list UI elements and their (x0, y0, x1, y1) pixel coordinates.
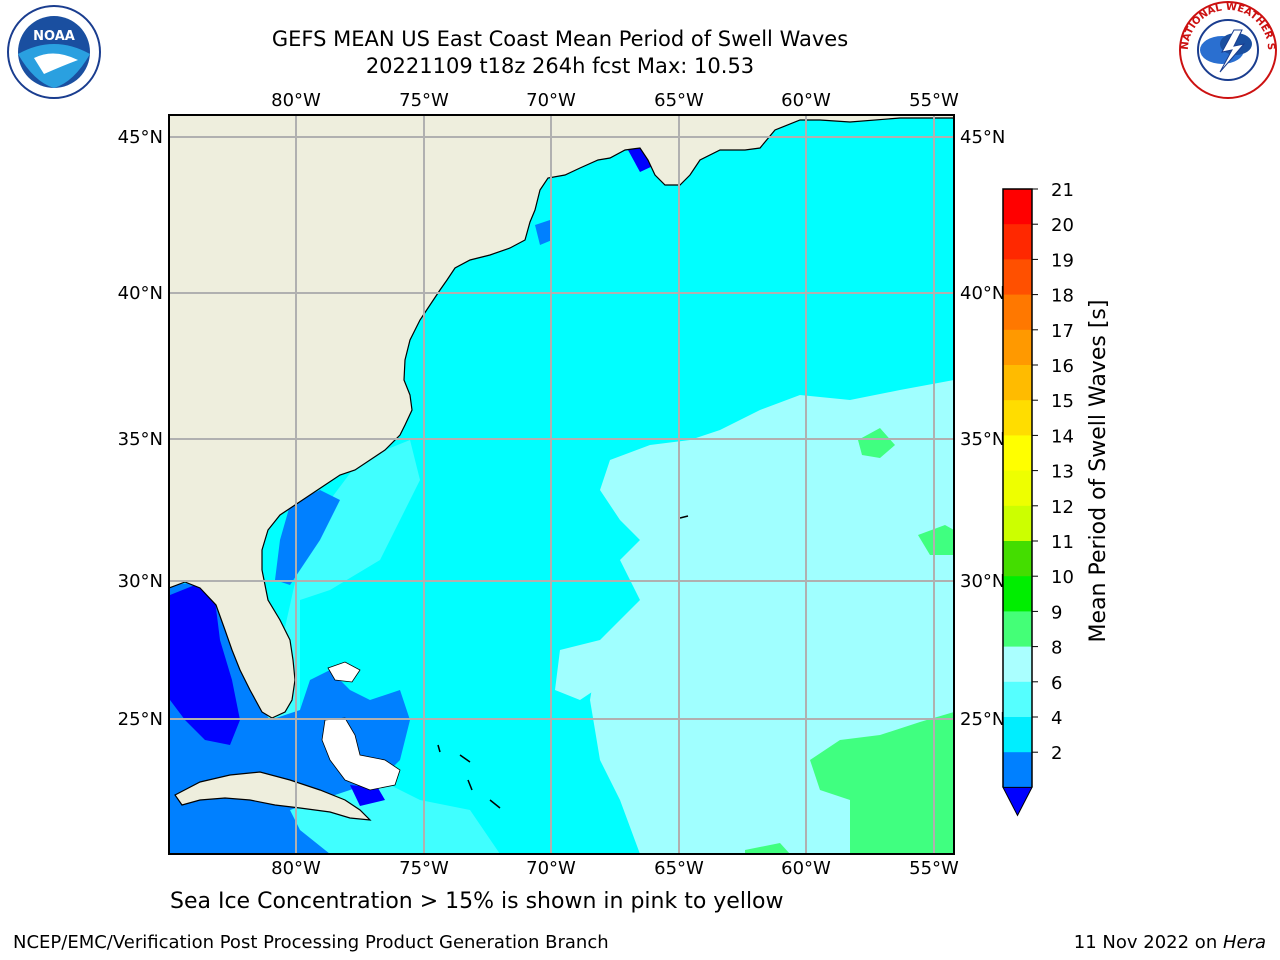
swell-zone-9-10 (810, 712, 954, 854)
lat-label: 40°N (118, 283, 163, 304)
footer-credit: NCEP/EMC/Verification Post Processing Pr… (13, 932, 609, 953)
swell-patch-9-10 (918, 525, 954, 555)
map-frame (168, 114, 955, 855)
lat-label: 35°N (960, 429, 1005, 450)
swell-patch-8-9 (555, 640, 610, 700)
chart-title: GEFS MEAN US East Coast Mean Period of S… (271, 27, 849, 51)
colorbar-tick-label: 18 (1051, 286, 1074, 307)
lat-label: 45°N (118, 127, 163, 148)
noaa-logo: NOAA (7, 5, 101, 99)
colorbar-segment (1003, 681, 1032, 718)
colorbar-tick-label: 11 (1051, 532, 1074, 553)
colorbar-segment (1003, 541, 1032, 577)
lon-label: 65°W (654, 858, 704, 879)
colorbar-segment (1003, 470, 1032, 507)
colorbar-segment (1003, 576, 1032, 612)
lon-label: 75°W (399, 90, 449, 111)
colorbar-segment (1003, 611, 1032, 648)
colorbar-segment (1003, 294, 1032, 331)
colorbar-tick-label: 13 (1051, 462, 1074, 483)
colorbar-tick-label: 21 (1051, 180, 1074, 201)
map-area (169, 115, 954, 854)
land-bahamas (327, 661, 361, 683)
colorbar-tick-label: 6 (1051, 673, 1062, 694)
colorbar-segment (1003, 259, 1032, 296)
swell-zone-2-4 (535, 220, 552, 245)
lon-label: 55°W (909, 858, 959, 879)
lon-label: 55°W (909, 90, 959, 111)
lon-label: 70°W (526, 90, 576, 111)
colorbar-segment (1003, 752, 1032, 788)
colorbar-segment (1003, 435, 1032, 472)
swell-patch-9-10 (745, 843, 790, 854)
swell-zone-2-4 (275, 490, 340, 585)
colorbar-tick-label: 9 (1051, 602, 1062, 623)
swell-zone-lt2 (170, 585, 240, 745)
lon-labels-bottom: 80°W 75°W 70°W 65°W 60°W 55°W (271, 858, 959, 879)
colorbar-tick-label: 19 (1051, 250, 1074, 271)
lon-label: 80°W (271, 90, 321, 111)
lat-label: 25°N (118, 709, 163, 730)
colorbar-tick-label: 17 (1051, 321, 1074, 342)
colorbar-tick-label: 20 (1051, 215, 1074, 236)
lon-label: 65°W (654, 90, 704, 111)
colorbar-tick-label: 10 (1051, 567, 1074, 588)
lat-label: 45°N (960, 127, 1005, 148)
colorbar-tick-label: 15 (1051, 391, 1074, 412)
colorbar-segment (1003, 400, 1032, 436)
land-bahamas (321, 717, 401, 791)
colorbar-frame (1002, 188, 1033, 788)
lat-label: 30°N (118, 571, 163, 592)
colorbar-label: Mean Period of Swell Waves [s] (1086, 300, 1111, 643)
sea-ice-caption: Sea Ice Concentration > 15% is shown in … (170, 889, 784, 914)
colorbar-tick-label: 12 (1051, 497, 1074, 518)
colorbar-segment (1003, 224, 1032, 260)
lat-labels-right: 45°N 40°N 35°N 30°N 25°N (960, 127, 1005, 730)
lat-label: 35°N (118, 429, 163, 450)
colorbar-segment (1003, 505, 1032, 542)
lat-label: 40°N (960, 283, 1005, 304)
colorbar-segment (1003, 329, 1032, 366)
land-cuba (174, 771, 372, 821)
colorbar-segment (1003, 189, 1032, 225)
lon-label: 70°W (526, 858, 576, 879)
lon-label: 60°W (781, 858, 831, 879)
colorbar-segment (1003, 646, 1032, 683)
footer-machine: Hera (1222, 932, 1266, 953)
nws-logo: NATIONAL WEATHER SERVICE (1176, 0, 1277, 99)
footer-date: 11 Nov 2022 on Hera (1074, 932, 1266, 953)
lat-label: 30°N (960, 571, 1005, 592)
lon-labels-top: 80°W 75°W 70°W 65°W 60°W 55°W (271, 90, 959, 111)
island (437, 515, 689, 809)
lon-label: 75°W (399, 858, 449, 879)
colorbar-tick-label: 4 (1051, 708, 1062, 729)
colorbar-tick-label: 16 (1051, 356, 1074, 377)
colorbar-tick-label: 2 (1051, 743, 1062, 764)
svg-text:NOAA: NOAA (33, 29, 75, 44)
lat-label: 25°N (960, 709, 1005, 730)
swell-zone-lt2 (350, 785, 385, 806)
lon-label: 80°W (271, 858, 321, 879)
colorbar-tick-label: 14 (1051, 426, 1074, 447)
colorbar-segment (1003, 717, 1032, 753)
swell-zone-8-9 (590, 380, 954, 854)
lat-labels-left: 45°N 40°N 35°N 30°N 25°N (118, 127, 163, 730)
gridlines (169, 115, 954, 854)
lon-label: 60°W (781, 90, 831, 111)
colorbar-tick-label: 8 (1051, 638, 1062, 659)
colorbar: 21 20 19 18 17 16 15 14 13 12 11 10 9 8 6 4 2 (1002, 180, 1074, 817)
colorbar-segment (1003, 365, 1032, 401)
chart-subtitle: 20221109 t18z 264h fcst Max: 10.53 (365, 54, 755, 78)
footer-date-text: 11 Nov 2022 on (1073, 932, 1223, 953)
swell-patch-9-10 (858, 428, 895, 458)
land-north-america (169, 115, 954, 719)
colorbar-underflow (1002, 786, 1033, 817)
